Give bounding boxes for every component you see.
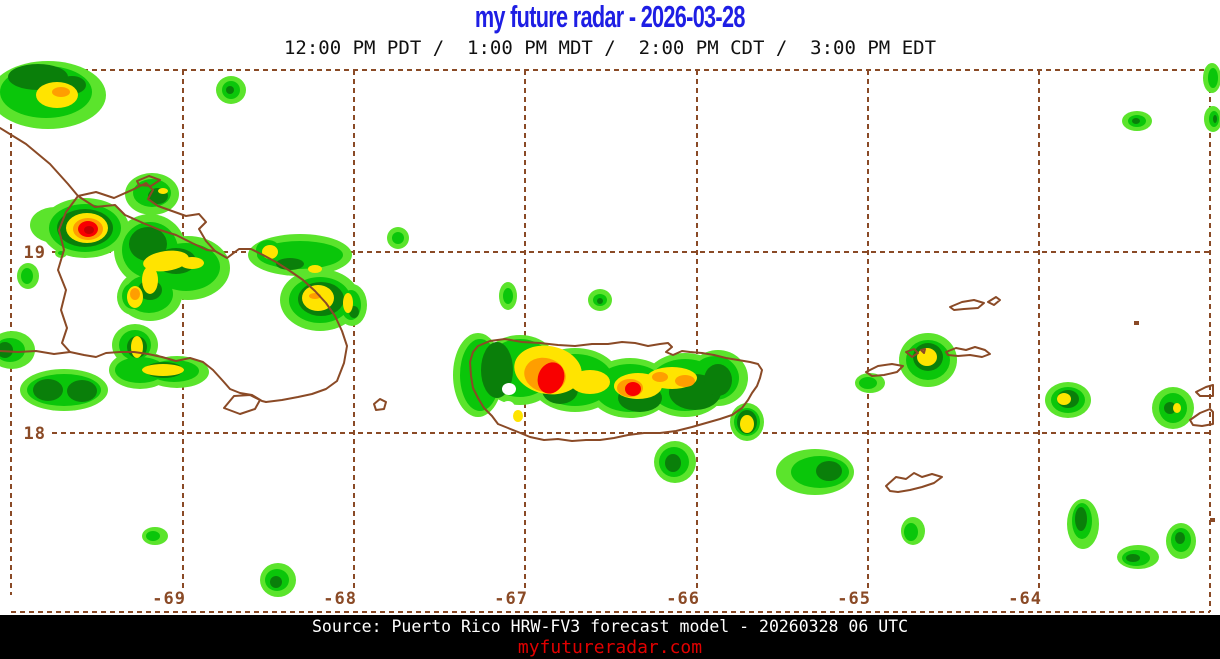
lat-label: 18 — [24, 424, 46, 444]
radar-cell-l3 — [704, 364, 732, 396]
radar-cell-l4 — [343, 293, 353, 313]
radar-cell-l2 — [904, 523, 918, 541]
hispaniola-coast — [0, 127, 348, 403]
lon-label: -64 — [1008, 589, 1042, 609]
lat-label: 19 — [24, 243, 46, 263]
map-header: my future radar - 2026-03-28 12:00 PM PD… — [0, 0, 1220, 59]
radar-cell-l4 — [917, 348, 937, 366]
radar-cell-l2 — [21, 268, 33, 284]
vieques-island — [865, 363, 904, 377]
grid-lines — [10, 69, 1211, 613]
coastlines — [0, 127, 1215, 522]
hispaniola-south-coast — [0, 350, 267, 403]
forecast-times: 12:00 PM PDT / 1:00 PM MDT / 2:00 PM CDT… — [283, 37, 937, 59]
radar-cell-l4 — [131, 336, 143, 358]
beata-island — [223, 394, 261, 415]
radar-cell-l4 — [142, 266, 158, 294]
radar-cell-l3 — [1075, 507, 1087, 531]
radar-cell-l3 — [481, 342, 513, 398]
lon-label: -65 — [837, 589, 871, 609]
lon-label: -66 — [666, 589, 700, 609]
radar-cell-l3 — [1213, 115, 1217, 123]
lon-label: -67 — [494, 589, 528, 609]
radar-cell-l2 — [859, 377, 877, 389]
radar-cell-l2 — [392, 232, 404, 244]
radar-cell-l2 — [1208, 68, 1218, 88]
source-text: Source: Puerto Rico HRW-FV3 forecast mod… — [311, 617, 909, 636]
axis-labels: -69 -68 -67 -66 -65 -64 19 18 — [24, 243, 1042, 609]
radar-cell-l6 — [537, 362, 565, 394]
radar-cell-hole — [502, 383, 516, 395]
lon-label: -69 — [152, 589, 186, 609]
island-speck — [1210, 518, 1215, 522]
radar-cell-l5 — [652, 372, 668, 382]
radar-cell-l3 — [33, 379, 63, 401]
radar-cell-l4 — [1057, 393, 1071, 405]
radar-cell-l4 — [142, 364, 184, 376]
radar-cell-l3 — [597, 298, 603, 304]
radar-cell-l4 — [308, 265, 322, 273]
haiti-gulf-coast — [57, 195, 79, 353]
website-link[interactable]: myfutureradar.com — [517, 637, 703, 658]
radar-cell-l5 — [52, 87, 70, 97]
radar-cell-l4 — [740, 415, 754, 433]
page-title: my future radar - 2026-03-28 — [475, 0, 746, 34]
tortue-island — [136, 175, 161, 187]
footer-bar: Source: Puerto Rico HRW-FV3 forecast mod… — [0, 615, 1220, 659]
st-martin-coast — [1189, 408, 1214, 427]
radar-cell-l3 — [226, 86, 234, 94]
radar-cell-l7 — [84, 226, 94, 234]
haiti-north-claw — [77, 195, 216, 252]
radar-cell-l3 — [665, 454, 681, 472]
radar-blobs — [0, 61, 1220, 597]
radar-cell-l3 — [1164, 402, 1176, 414]
radar-cell-l3 — [816, 461, 842, 481]
radar-cell-l3 — [1132, 118, 1140, 124]
radar-cell-l5 — [675, 375, 695, 387]
tortola-coast — [949, 296, 1001, 311]
st-croix-coast — [885, 472, 943, 493]
culebra-island — [905, 348, 926, 358]
radar-cell-l3 — [270, 576, 282, 588]
st-thomas-coast — [945, 346, 991, 358]
radar-cell-l4 — [158, 188, 168, 194]
radar-cell-l3 — [129, 227, 167, 261]
island-speck — [1134, 321, 1139, 325]
lon-label: -68 — [323, 589, 357, 609]
radar-cell-l4 — [1173, 403, 1181, 413]
mona-island — [373, 398, 387, 411]
radar-cell-l6 — [625, 382, 641, 396]
radar-cell-l2 — [146, 531, 160, 541]
anguilla-coast — [1195, 384, 1214, 397]
radar-cell-l4 — [262, 245, 278, 259]
radar-cell-l4 — [143, 250, 189, 272]
radar-cell-l5 — [130, 288, 140, 300]
radar-cell-l3 — [67, 380, 97, 402]
radar-cell-l3 — [1175, 532, 1185, 544]
radar-cell-l3 — [0, 342, 13, 358]
radar-cell-l2 — [503, 288, 513, 304]
radar-cell-l3 — [1126, 554, 1140, 562]
radar-cell-l4 — [180, 257, 204, 269]
radar-cell-hole — [501, 401, 515, 415]
puerto-rico-coast — [469, 338, 763, 442]
radar-cell-l4 — [570, 370, 610, 394]
radar-cell-l4 — [513, 410, 523, 422]
